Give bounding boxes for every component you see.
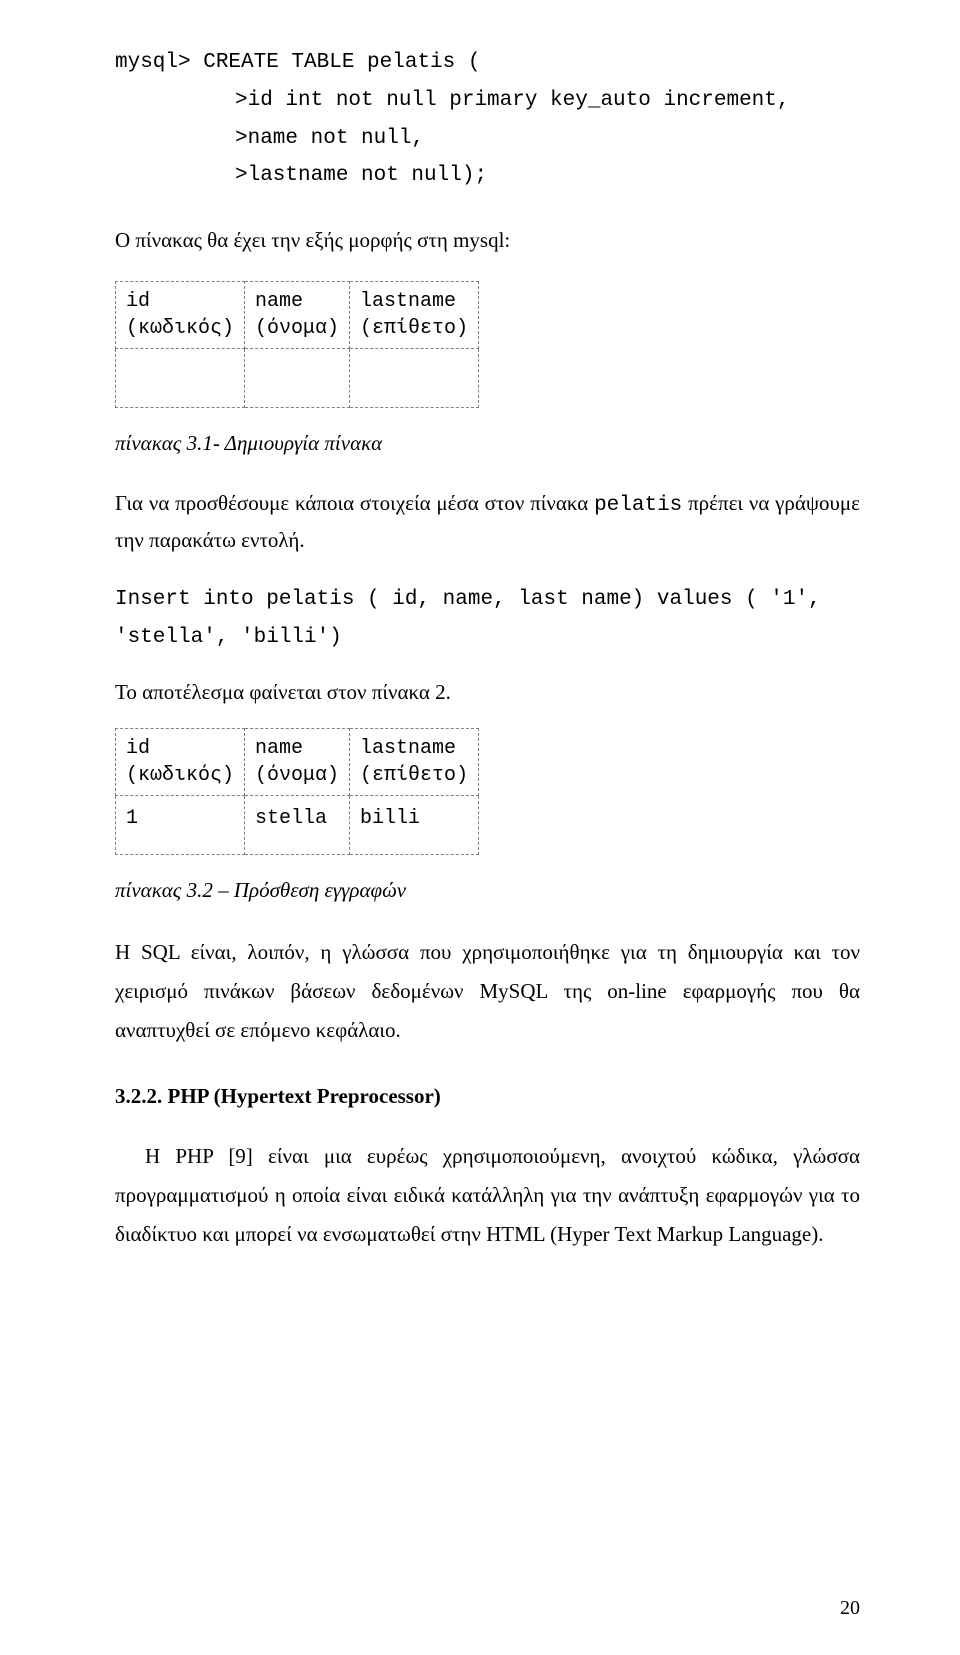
code-line: mysql> CREATE TABLE pelatis ( bbox=[115, 44, 860, 82]
table-cell bbox=[116, 348, 245, 407]
table-cell bbox=[350, 348, 479, 407]
table-header: lastname (επίθετο) bbox=[350, 729, 479, 796]
code-line: 'stella', 'billi') bbox=[115, 619, 860, 657]
table-caption: πίνακας 3.1- Δημιουργία πίνακα bbox=[115, 426, 860, 462]
paragraph: Ο πίνακας θα έχει την εξής μορφής στη my… bbox=[115, 223, 860, 259]
code-line: >id int not null primary key_auto increm… bbox=[115, 82, 860, 120]
section-heading: 3.2.2. PHP (Hypertext Preprocessor) bbox=[115, 1079, 860, 1115]
code-block-create-table: mysql> CREATE TABLE pelatis ( >id int no… bbox=[115, 44, 860, 195]
paragraph: Το αποτέλεσμα φαίνεται στον πίνακα 2. bbox=[115, 675, 860, 711]
code-line: >name not null, bbox=[115, 120, 860, 158]
code-block-insert: Insert into pelatis ( id, name, last nam… bbox=[115, 581, 860, 657]
table-header: id (κωδικός) bbox=[116, 281, 245, 348]
table-header: lastname (επίθετο) bbox=[350, 281, 479, 348]
paragraph: Για να προσθέσουμε κάποια στοιχεία μέσα … bbox=[115, 486, 860, 559]
paragraph: Η SQL είναι, λοιπόν, η γλώσσα που χρησιμ… bbox=[115, 933, 860, 1050]
table-caption: πίνακας 3.2 – Πρόσθεση εγγραφών bbox=[115, 873, 860, 909]
paragraph: Η PHP [9] είναι μια ευρέως χρησιμοποιούμ… bbox=[115, 1137, 860, 1254]
table-schema: id (κωδικός) name (όνομα) lastname (επίθ… bbox=[115, 281, 479, 408]
inline-code: pelatis bbox=[594, 494, 682, 517]
table-header: name (όνομα) bbox=[245, 729, 350, 796]
document-page: mysql> CREATE TABLE pelatis ( >id int no… bbox=[0, 0, 960, 1655]
table-cell: stella bbox=[245, 796, 350, 855]
table-cell: 1 bbox=[116, 796, 245, 855]
code-line: >lastname not null); bbox=[115, 157, 860, 195]
table-header: id (κωδικός) bbox=[116, 729, 245, 796]
code-line: Insert into pelatis ( id, name, last nam… bbox=[115, 581, 860, 619]
table-header: name (όνομα) bbox=[245, 281, 350, 348]
table-data: id (κωδικός) name (όνομα) lastname (επίθ… bbox=[115, 728, 479, 855]
table-cell: billi bbox=[350, 796, 479, 855]
table-cell bbox=[245, 348, 350, 407]
page-number: 20 bbox=[840, 1591, 860, 1625]
